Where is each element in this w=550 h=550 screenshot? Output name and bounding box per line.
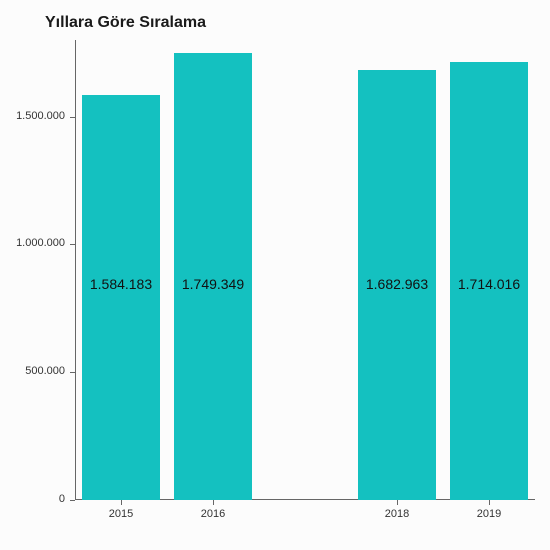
bar (82, 95, 160, 500)
chart-container: { "chart": { "type": "bar", "title": "Yı… (0, 0, 550, 550)
y-tick-label: 1.500.000 (10, 110, 65, 122)
y-tick-label: 1.000.000 (10, 237, 65, 249)
x-tick (489, 500, 490, 505)
bar-value-label: 1.714.016 (458, 276, 520, 292)
bar-value-label: 1.584.183 (90, 276, 152, 292)
y-tick (70, 117, 75, 118)
y-tick (70, 244, 75, 245)
chart-title: Yıllara Göre Sıralama (45, 14, 206, 32)
x-tick-label: 2019 (477, 508, 501, 520)
bar-value-label: 1.749.349 (182, 276, 244, 292)
y-tick (70, 500, 75, 501)
x-tick-label: 2016 (201, 508, 225, 520)
x-tick (121, 500, 122, 505)
y-tick (70, 372, 75, 373)
y-tick-label: 0 (10, 493, 65, 505)
x-tick-label: 2015 (109, 508, 133, 520)
x-tick (213, 500, 214, 505)
plot-area: 0500.0001.000.0001.500.00020151.584.1832… (75, 40, 535, 500)
bar-value-label: 1.682.963 (366, 276, 428, 292)
y-axis-line (75, 40, 76, 500)
y-tick-label: 500.000 (10, 365, 65, 377)
x-tick-label: 2018 (385, 508, 409, 520)
x-tick (397, 500, 398, 505)
